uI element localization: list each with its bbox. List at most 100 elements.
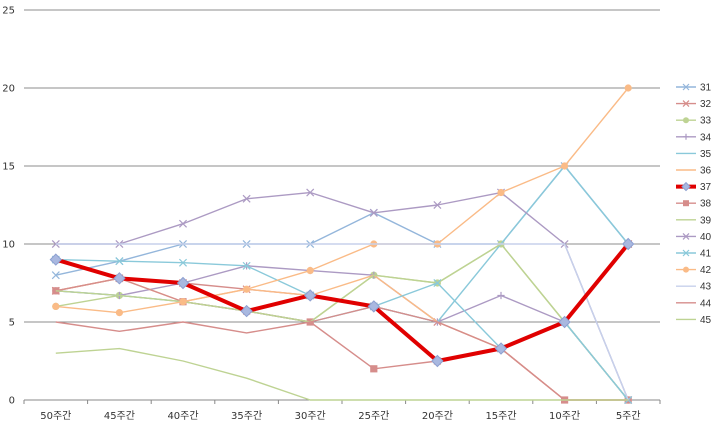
y-tick-label: 10 <box>2 240 15 251</box>
series-line-39 <box>55 243 629 401</box>
series-44 <box>55 305 629 401</box>
series-line-44 <box>55 305 629 401</box>
series-line-34 <box>55 265 629 401</box>
series-lines <box>49 84 635 405</box>
point-40 <box>433 200 442 210</box>
legend-item-42: 42 <box>676 265 712 276</box>
legend-label: 38 <box>700 199 712 210</box>
y-tick-label: 15 <box>2 162 15 173</box>
point-41 <box>115 257 124 266</box>
x-tick-label: 20주간 <box>422 410 453 422</box>
legend-item-34: 34 <box>676 132 712 143</box>
legend-label: 37 <box>700 182 712 193</box>
x-tick-label: 40주간 <box>167 410 198 422</box>
legend-label: 45 <box>700 315 712 326</box>
legend-marker <box>682 232 690 240</box>
point-42 <box>561 162 569 170</box>
x-tick-label: 35주간 <box>231 410 262 422</box>
legend-marker <box>683 133 689 140</box>
legend-item-45: 45 <box>676 315 712 326</box>
series-line-37 <box>55 242 630 363</box>
legend-marker <box>683 200 689 207</box>
legend-label: 32 <box>700 99 712 110</box>
point-41 <box>433 278 442 288</box>
x-tick-label: 30주간 <box>295 410 326 422</box>
legend-item-38: 38 <box>676 199 712 210</box>
legend-label: 35 <box>700 149 712 160</box>
legend-item-33: 33 <box>676 116 712 127</box>
legend-label: 42 <box>700 265 712 276</box>
legend-item-36: 36 <box>676 166 712 177</box>
legend-item-39: 39 <box>676 215 712 226</box>
legend: 31 32 33 34 35 36 37 38 39 40 41 42 43 44 45 <box>676 83 712 326</box>
series-line-43 <box>55 243 629 401</box>
legend-label: 39 <box>700 215 712 226</box>
y-tick-label: 5 <box>9 318 15 329</box>
point-42 <box>115 309 123 317</box>
series-line-31 <box>55 165 629 276</box>
point-38 <box>370 365 378 373</box>
legend-marker <box>682 249 690 257</box>
legend-item-40: 40 <box>676 232 712 243</box>
point-37 <box>367 300 381 313</box>
legend-label: 34 <box>700 132 712 143</box>
point-40 <box>178 219 188 228</box>
point-40 <box>369 208 378 217</box>
y-tick-label: 0 <box>9 396 15 407</box>
point-37 <box>176 276 190 290</box>
point-37 <box>113 272 126 285</box>
legend-item-44: 44 <box>676 298 712 309</box>
legend-marker <box>682 100 690 108</box>
series-39 <box>55 243 629 401</box>
x-tick-label: 15주간 <box>485 410 516 422</box>
series-43 <box>55 243 629 401</box>
gridlines <box>24 9 660 401</box>
legend-marker <box>683 117 689 124</box>
point-41 <box>178 258 188 267</box>
series-40 <box>51 188 633 405</box>
legend-item-43: 43 <box>676 282 712 293</box>
legend-marker <box>682 83 690 91</box>
point-37 <box>621 237 635 251</box>
point-40 <box>242 194 251 203</box>
y-axis-tick-labels: 0 5 10 15 20 25 <box>2 6 15 407</box>
point-42 <box>497 188 505 197</box>
legend-label: 43 <box>700 282 712 293</box>
series-line-40 <box>55 191 629 401</box>
y-tick-label: 20 <box>2 84 15 95</box>
legend-item-31: 31 <box>676 83 712 94</box>
point-37 <box>431 354 444 368</box>
legend-item-35: 35 <box>676 149 712 160</box>
point-37 <box>494 342 508 355</box>
legend-item-32: 32 <box>676 99 712 110</box>
point-34 <box>497 291 505 300</box>
x-tick-label: 50주간 <box>40 410 71 422</box>
point-37 <box>558 315 571 329</box>
point-42 <box>624 84 632 92</box>
legend-item-37: 37 <box>676 181 712 193</box>
point-40 <box>306 188 315 197</box>
point-42 <box>243 285 251 293</box>
x-axis-tick-labels: 50주간 45주간 40주간 35주간 30주간 25주간 20주간 15주간 10주간 5주간 <box>40 410 640 422</box>
point-42 <box>179 298 187 306</box>
legend-label: 41 <box>700 249 712 260</box>
legend-label: 44 <box>700 298 712 309</box>
legend-item-41: 41 <box>676 249 712 260</box>
series-45 <box>55 347 629 401</box>
series-34 <box>52 262 632 404</box>
point-31 <box>51 271 60 280</box>
legend-label: 33 <box>700 116 712 127</box>
series-line-42 <box>55 87 629 314</box>
y-tick-label: 25 <box>2 6 15 17</box>
legend-label: 40 <box>700 232 712 243</box>
series-line-45 <box>55 347 629 401</box>
legend-label: 36 <box>700 166 712 177</box>
series-37 <box>49 237 635 368</box>
point-37 <box>303 289 317 302</box>
x-tick-label: 45주간 <box>104 410 135 422</box>
point-41 <box>242 261 251 270</box>
x-tick-label: 5주간 <box>616 410 641 422</box>
legend-label: 31 <box>700 83 712 94</box>
x-tick-label: 10주간 <box>549 410 580 422</box>
